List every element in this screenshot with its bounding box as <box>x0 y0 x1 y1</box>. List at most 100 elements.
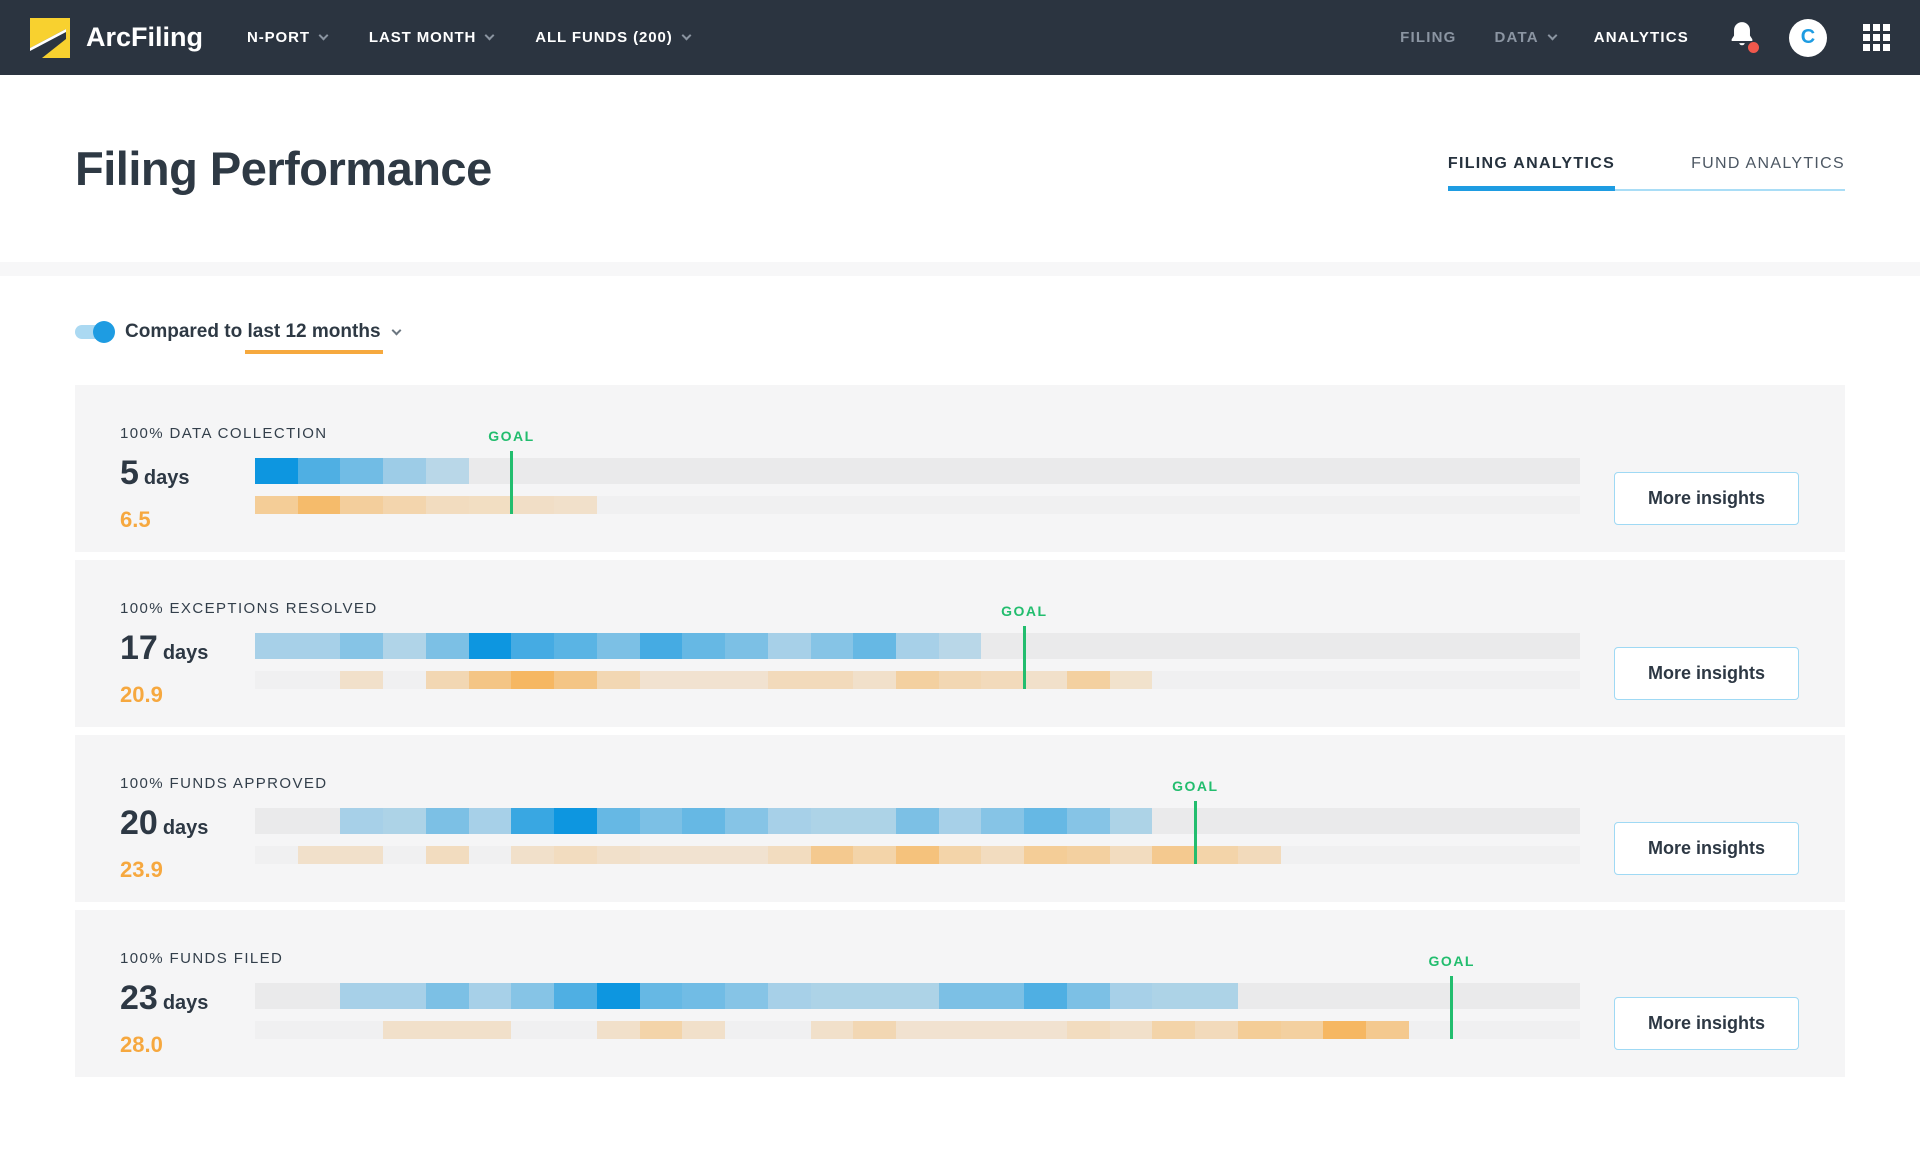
bar-cell <box>596 1021 640 1039</box>
bar-cell <box>1152 846 1196 864</box>
bar-cell <box>383 633 426 659</box>
comparison-period-bar <box>255 671 1580 689</box>
bar-cell <box>1024 983 1067 1009</box>
bar-cell <box>468 983 512 1009</box>
bar-cell <box>425 1021 469 1039</box>
metric-label: 100% DATA COLLECTION <box>120 425 328 442</box>
bar-cell <box>810 1021 854 1039</box>
chevron-down-icon <box>318 30 329 41</box>
more-insights-button[interactable]: More insights <box>1614 997 1799 1050</box>
bar-cell <box>810 671 854 689</box>
metric-label: 100% FUNDS FILED <box>120 950 284 967</box>
bar-cell <box>1066 983 1110 1009</box>
apps-grid-icon[interactable] <box>1863 24 1890 51</box>
bar-cell <box>383 458 426 484</box>
nav-link-data[interactable]: DATA <box>1494 29 1558 46</box>
more-insights-button[interactable]: More insights <box>1614 472 1799 525</box>
comparison-average: 20.9 <box>120 682 163 707</box>
bar-cell <box>425 671 469 689</box>
tab-filing-analytics[interactable]: FILING ANALYTICS <box>1447 155 1616 191</box>
bar-cell <box>810 983 854 1009</box>
nav-link-filing[interactable]: FILING <box>1400 29 1456 46</box>
nav-menu-period[interactable]: LAST MONTH <box>368 29 495 46</box>
nav-link-data-label: DATA <box>1494 29 1539 46</box>
more-insights-button[interactable]: More insights <box>1614 647 1799 700</box>
current-days-value: 5 <box>120 454 139 492</box>
current-days-value: 17 <box>120 629 158 667</box>
compare-label-prefix: Compared to <box>125 321 243 342</box>
bar-cell <box>981 1021 1025 1039</box>
bar-cell <box>682 671 726 689</box>
bar-cell <box>340 846 384 864</box>
chevron-down-icon <box>391 325 401 335</box>
bar-cell <box>297 846 341 864</box>
nav-menu-period-label: LAST MONTH <box>368 29 477 46</box>
metric-stats: 5 days 6.5 <box>120 456 255 533</box>
arcfiling-logo-icon <box>30 17 70 58</box>
bar-cell <box>554 496 597 514</box>
page-header: Filing Performance FILING ANALYTICS FUND… <box>0 75 1920 262</box>
bar-cell <box>896 633 939 659</box>
bar-cell <box>1280 1021 1324 1039</box>
metric-stats: 23 days 28.0 <box>120 981 255 1058</box>
notifications-button[interactable] <box>1729 21 1759 54</box>
bar-cell <box>853 983 897 1009</box>
goal-line <box>509 451 513 514</box>
bar-cell <box>511 633 555 659</box>
current-days: 23 days <box>120 981 255 1020</box>
bar-cell <box>639 808 683 834</box>
bar-cell <box>425 846 469 864</box>
bar-cell <box>511 496 555 514</box>
bar-cell <box>596 671 640 689</box>
compare-label-highlight: last 12 months <box>247 321 381 342</box>
more-insights-button[interactable]: More insights <box>1614 822 1799 875</box>
bar-cell <box>468 808 512 834</box>
compare-dropdown[interactable]: Compared to last 12 months <box>125 321 381 343</box>
bar-cell <box>639 983 683 1009</box>
bar-cell <box>1109 983 1153 1009</box>
nav-menu-funds[interactable]: ALL FUNDS (200) <box>535 29 692 46</box>
bar-cell <box>938 633 982 659</box>
bar-cell <box>938 1021 982 1039</box>
user-avatar[interactable]: C <box>1789 18 1827 57</box>
metric-card: 100% DATA COLLECTION 5 days 6.5 GOAL More… <box>75 385 1845 552</box>
nav-link-analytics[interactable]: ANALYTICS <box>1594 29 1689 46</box>
bar-cell <box>981 808 1025 834</box>
goal-line <box>1193 801 1197 864</box>
brand-title: ArcFiling <box>86 22 204 52</box>
tab-fund-analytics[interactable]: FUND ANALYTICS <box>1615 155 1845 191</box>
bar-cell <box>1024 808 1067 834</box>
bar-cell <box>425 458 469 484</box>
bar-cell <box>554 1021 597 1039</box>
goal-label: GOAL <box>1428 953 1475 969</box>
nav-menu-form-type[interactable]: N-PORT <box>247 29 329 46</box>
metric-stats: 17 days 20.9 <box>120 631 255 708</box>
bar-cell <box>425 496 469 514</box>
metric-card-body: 17 days 20.9 GOAL More insights <box>120 603 1799 708</box>
compare-toggle[interactable] <box>75 321 115 343</box>
bar-cell <box>896 671 939 689</box>
avatar-initial: C <box>1800 26 1816 48</box>
bar-cell <box>340 496 384 514</box>
bar-cell <box>383 983 426 1009</box>
bar-cell <box>1195 983 1238 1009</box>
chevron-down-icon <box>681 30 692 41</box>
bar-cell <box>596 808 640 834</box>
current-days: 17 days <box>120 631 255 670</box>
current-period-bar <box>255 458 1580 484</box>
bar-cell <box>810 846 854 864</box>
nav-link-analytics-label: ANALYTICS <box>1593 29 1689 46</box>
bar-cell <box>853 633 897 659</box>
metric-bars: GOAL <box>255 953 1580 1058</box>
bar-cell <box>767 808 811 834</box>
bar-cell <box>853 671 897 689</box>
bar-cell <box>1152 1021 1196 1039</box>
metric-card-body: 23 days 28.0 GOAL More insights <box>120 953 1799 1058</box>
current-period-bar <box>255 633 1580 659</box>
bar-cell <box>938 671 982 689</box>
bar-cell <box>255 846 298 864</box>
bar-cell <box>725 671 768 689</box>
bar-cell <box>425 808 469 834</box>
goal-line <box>1450 976 1454 1039</box>
bar-cell <box>340 458 384 484</box>
